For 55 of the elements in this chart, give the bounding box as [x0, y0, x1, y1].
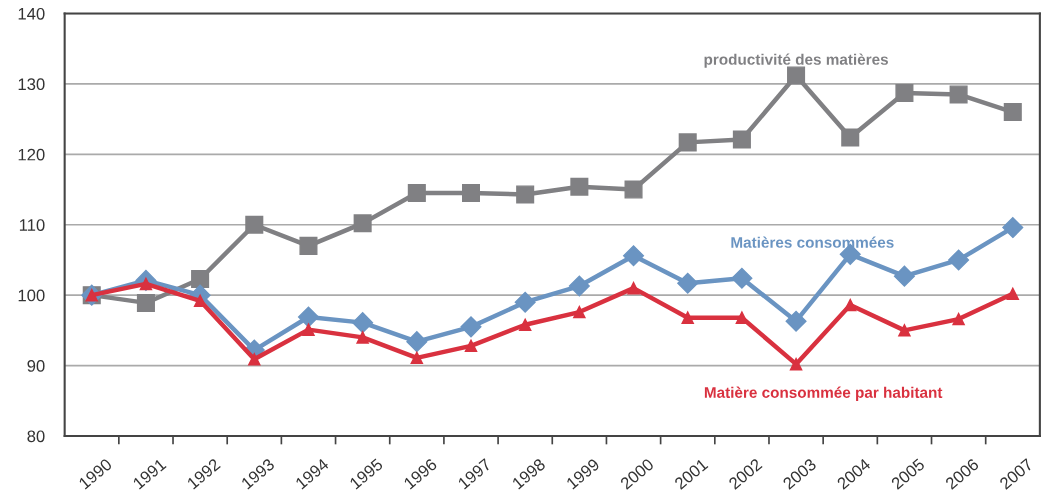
point — [731, 267, 753, 289]
point — [949, 85, 968, 104]
point — [464, 339, 478, 353]
text: Matière consommée par habitant — [704, 386, 943, 401]
point — [895, 84, 914, 103]
point — [245, 215, 264, 234]
point — [785, 310, 807, 332]
y-tick-label: 120 — [18, 148, 45, 161]
point — [297, 306, 319, 328]
point — [302, 323, 315, 336]
series-label: productivité des matières — [704, 53, 888, 68]
point — [678, 133, 697, 152]
point — [352, 312, 374, 334]
point — [893, 265, 915, 287]
point — [732, 130, 751, 149]
point — [136, 293, 155, 312]
point — [191, 269, 210, 288]
point — [624, 180, 643, 199]
y-tick-label: 100 — [18, 289, 45, 302]
point — [248, 352, 261, 366]
point — [568, 275, 590, 297]
point — [516, 185, 535, 204]
y-tick-label: 80 — [27, 430, 45, 443]
point — [681, 311, 694, 324]
y-tick-label: 140 — [18, 7, 45, 20]
point — [677, 272, 699, 294]
point — [573, 305, 586, 319]
point — [1006, 287, 1020, 301]
point — [1002, 217, 1024, 239]
point — [406, 331, 428, 353]
point — [356, 331, 369, 344]
point — [623, 245, 645, 267]
point — [787, 66, 806, 85]
series-label: Matières consommées — [731, 236, 894, 248]
point — [570, 177, 589, 196]
point — [948, 249, 970, 271]
point — [193, 294, 207, 308]
point — [898, 324, 911, 337]
point — [460, 316, 482, 338]
point — [1003, 103, 1022, 122]
point — [518, 318, 532, 331]
y-tick-label: 110 — [19, 219, 45, 231]
point — [461, 184, 481, 203]
point — [789, 357, 803, 371]
point — [353, 214, 372, 233]
y-tick-label: 90 — [27, 359, 45, 372]
point — [407, 184, 426, 203]
point — [843, 298, 857, 312]
point — [514, 291, 536, 313]
point — [410, 351, 424, 365]
point — [841, 128, 860, 147]
point — [952, 312, 965, 326]
point — [627, 281, 640, 295]
point — [299, 236, 318, 255]
y-tick-label: 130 — [18, 78, 45, 91]
